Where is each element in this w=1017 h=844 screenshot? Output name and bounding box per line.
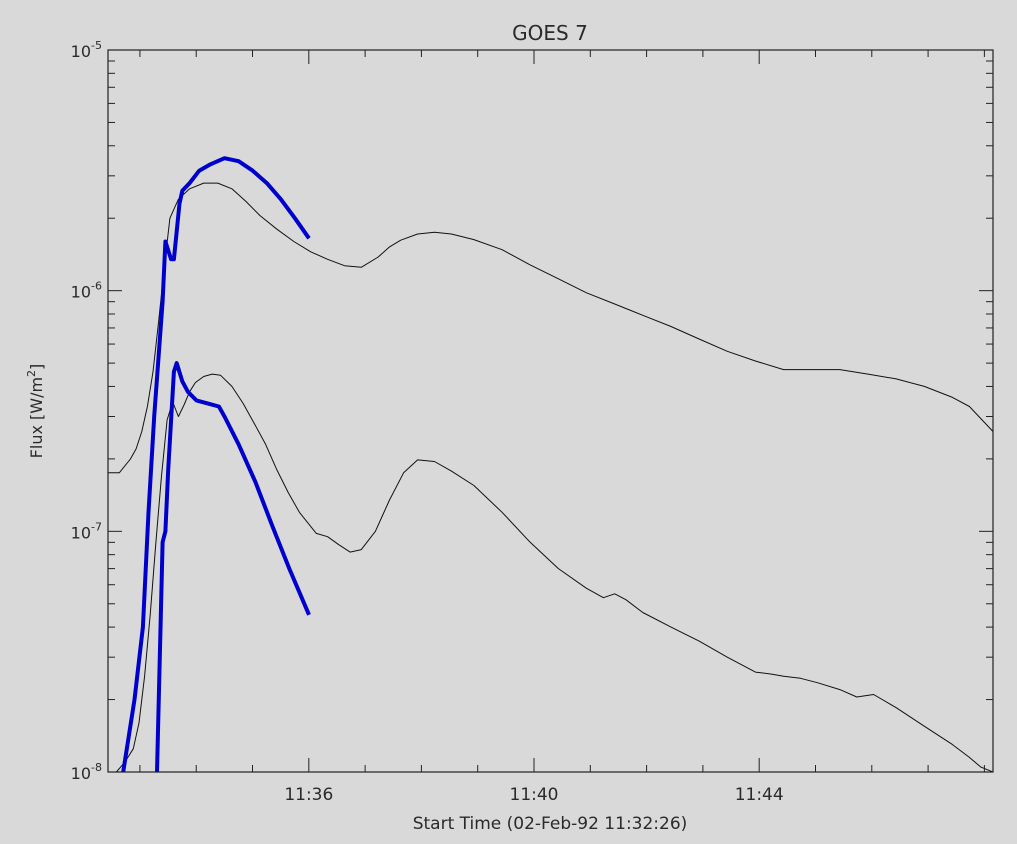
x-tick-label: 11:40 <box>510 785 559 805</box>
y-axis-tick-labels: 10-8 10-7 10-6 10-5 <box>71 39 102 783</box>
x-tick-label: 11:44 <box>735 785 784 805</box>
y-axis-label: Flux [W/m2] <box>25 364 46 459</box>
plot-frame <box>107 49 994 773</box>
series-line-2 <box>116 373 993 772</box>
y-tick-label: 10-6 <box>71 280 102 302</box>
y-tick-label: 10-7 <box>71 520 102 542</box>
y-axis-ticks <box>108 49 993 773</box>
x-axis-tick-labels: 11:36 11:40 11:44 <box>284 785 783 805</box>
series-line-3 <box>121 156 311 772</box>
y-axis-label-close: ] <box>27 364 46 370</box>
plot-lines <box>108 156 993 772</box>
y-axis-label-text: Flux [W/m <box>27 377 46 458</box>
y-tick-label: 10-8 <box>71 761 102 783</box>
y-axis-label-superscript: 2 <box>25 370 38 377</box>
x-axis-label: Start Time (02-Feb-92 11:32:26) <box>413 814 688 834</box>
chart-title: GOES 7 <box>512 21 588 45</box>
y-tick-label: 10-5 <box>71 39 102 61</box>
series-line-4 <box>155 361 311 772</box>
x-axis-ticks <box>139 50 985 772</box>
x-tick-label: 11:36 <box>284 785 333 805</box>
